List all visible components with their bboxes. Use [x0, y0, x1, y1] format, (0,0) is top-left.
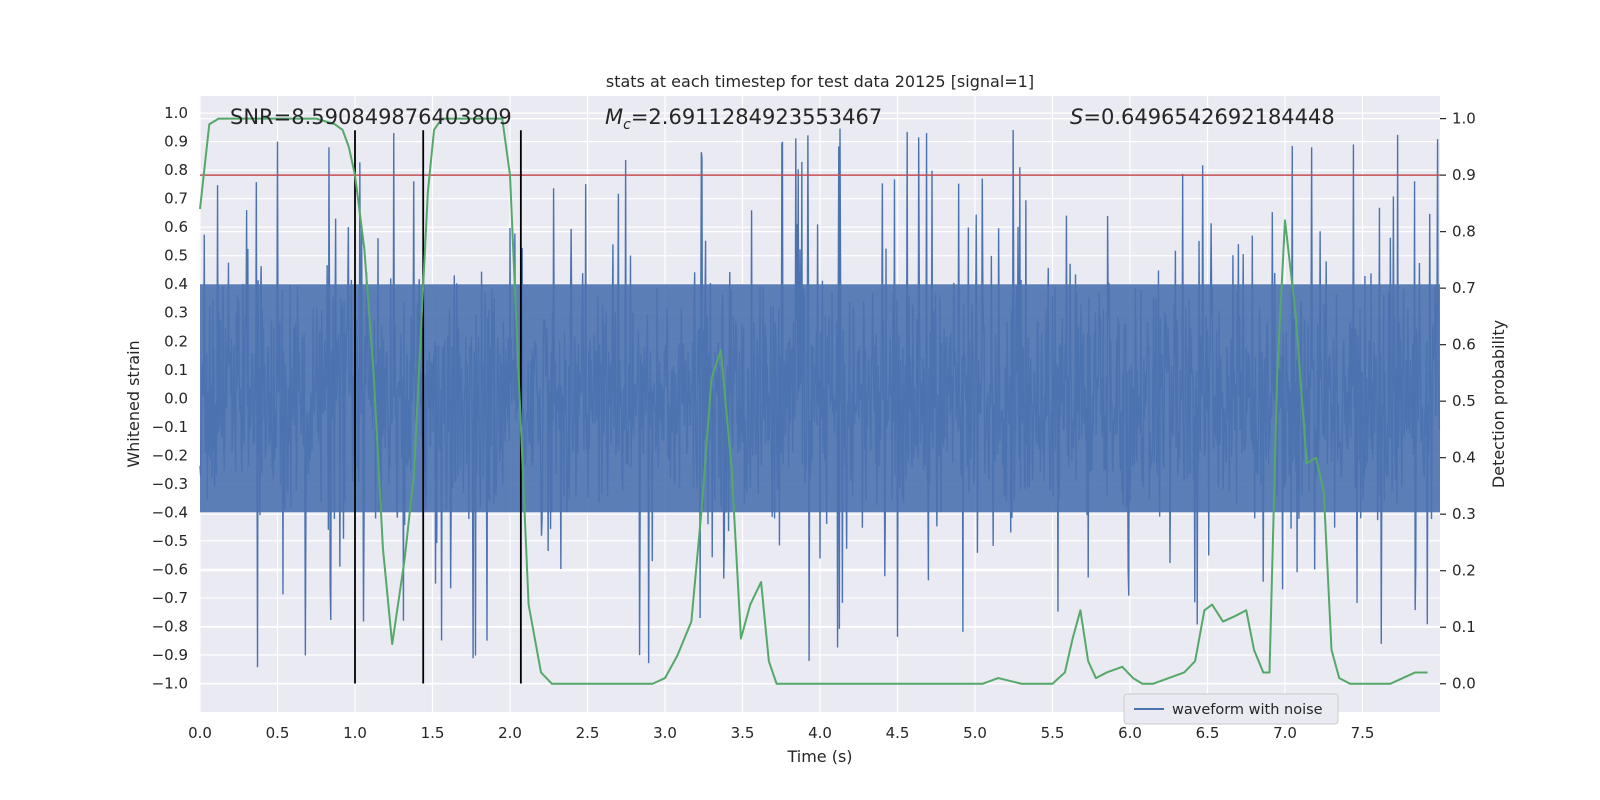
x-tick-label: 3.5 — [731, 724, 755, 742]
s-prefix: S — [1070, 105, 1083, 129]
s-value: =0.6496542692184448 — [1083, 105, 1334, 129]
y-tick-label: 0.2 — [164, 332, 188, 350]
y-tick-label: 0.1 — [164, 361, 188, 379]
y-tick-label: −0.7 — [152, 589, 188, 607]
y-tick-label: −0.8 — [152, 617, 188, 635]
waveform-dense-band — [200, 284, 1440, 513]
x-tick-label: 5.5 — [1041, 724, 1065, 742]
y2-tick-label: 0.3 — [1452, 505, 1476, 523]
x-tick-label: 4.0 — [808, 724, 832, 742]
legend-label: waveform with noise — [1172, 702, 1323, 718]
y2-tick-label: 0.5 — [1452, 392, 1476, 410]
x-tick-label: 6.5 — [1196, 724, 1220, 742]
y-tick-label: 0.6 — [164, 218, 188, 236]
x-axis-label: Time (s) — [786, 747, 852, 766]
y-tick-label: −0.6 — [152, 560, 188, 578]
waveform-with-noise-series — [199, 128, 1441, 668]
y-tick-label: 1.0 — [164, 104, 188, 122]
x-tick-label: 7.0 — [1273, 724, 1297, 742]
y-tick-label: −1.0 — [152, 674, 188, 692]
y2-tick-label: 0.4 — [1452, 449, 1476, 467]
y2-axis-ticks: 1.0 0.9 0.8 0.7 0.6 0.5 0.4 0.3 0.2 0.1 0.0 — [1440, 110, 1476, 693]
legend: waveform with noise — [1123, 693, 1339, 725]
x-axis-ticks: 0.0 0.5 1.0 1.5 2.0 2.5 3.0 3.5 4.0 4.5 5.0 5.5 6.0 6… — [188, 724, 1374, 742]
x-tick-label: 4.5 — [886, 724, 910, 742]
detection-probability-line — [199, 117, 1428, 685]
y-tick-label: 0.4 — [164, 275, 188, 293]
y2-tick-label: 0.1 — [1452, 618, 1476, 636]
y2-axis-label: Detection probability — [1489, 320, 1508, 488]
mc-value: =2.6911284923553467 — [631, 105, 882, 129]
y-tick-label: 0.3 — [164, 304, 188, 322]
y-tick-label: 0.0 — [164, 389, 188, 407]
x-tick-label: 5.0 — [963, 724, 987, 742]
x-tick-label: 0.5 — [266, 724, 290, 742]
x-tick-label: 3.0 — [653, 724, 677, 742]
y-axis-label: Whitened strain — [124, 340, 143, 467]
y2-tick-label: 1.0 — [1452, 110, 1476, 128]
y-tick-label: −0.1 — [152, 418, 188, 436]
y-tick-label: −0.2 — [152, 446, 188, 464]
y2-tick-label: 0.9 — [1452, 166, 1476, 184]
mc-subscript: c — [623, 117, 631, 133]
y-tick-label: −0.5 — [152, 532, 188, 550]
y-tick-label: −0.9 — [152, 646, 188, 664]
y2-tick-label: 0.8 — [1452, 223, 1476, 241]
y-tick-label: −0.4 — [152, 503, 188, 521]
y2-tick-label: 0.0 — [1452, 675, 1476, 693]
x-tick-label: 1.5 — [421, 724, 445, 742]
x-tick-label: 6.0 — [1118, 724, 1142, 742]
x-tick-label: 1.0 — [343, 724, 367, 742]
y2-tick-label: 0.7 — [1452, 279, 1476, 297]
y2-tick-label: 0.6 — [1452, 336, 1476, 354]
chart-title: stats at each timestep for test data 201… — [606, 72, 1034, 91]
x-tick-label: 0.0 — [188, 724, 212, 742]
x-tick-label: 7.5 — [1351, 724, 1375, 742]
y-tick-label: 0.5 — [164, 247, 188, 265]
y-tick-label: 0.8 — [164, 161, 188, 179]
x-tick-label: 2.0 — [498, 724, 522, 742]
y-tick-label: 0.7 — [164, 190, 188, 208]
snr-annotation: SNR=8.590849876403809 — [230, 105, 512, 129]
legend-box — [1123, 693, 1339, 725]
mc-prefix: M — [605, 105, 623, 129]
x-tick-label: 2.5 — [576, 724, 600, 742]
mc-annotation: Mc=2.6911284923553467 — [605, 105, 882, 133]
y-tick-label: −0.3 — [152, 475, 188, 493]
y-axis-ticks: 1.0 0.9 0.8 0.7 0.6 0.5 0.4 0.3 0.2 0.1 0.0 −0.1 −0.… — [152, 104, 188, 692]
y-tick-label: 0.9 — [164, 133, 188, 151]
detection-probability-series — [199, 117, 1428, 685]
s-annotation: S=0.6496542692184448 — [1070, 105, 1335, 129]
y2-tick-label: 0.2 — [1452, 562, 1476, 580]
